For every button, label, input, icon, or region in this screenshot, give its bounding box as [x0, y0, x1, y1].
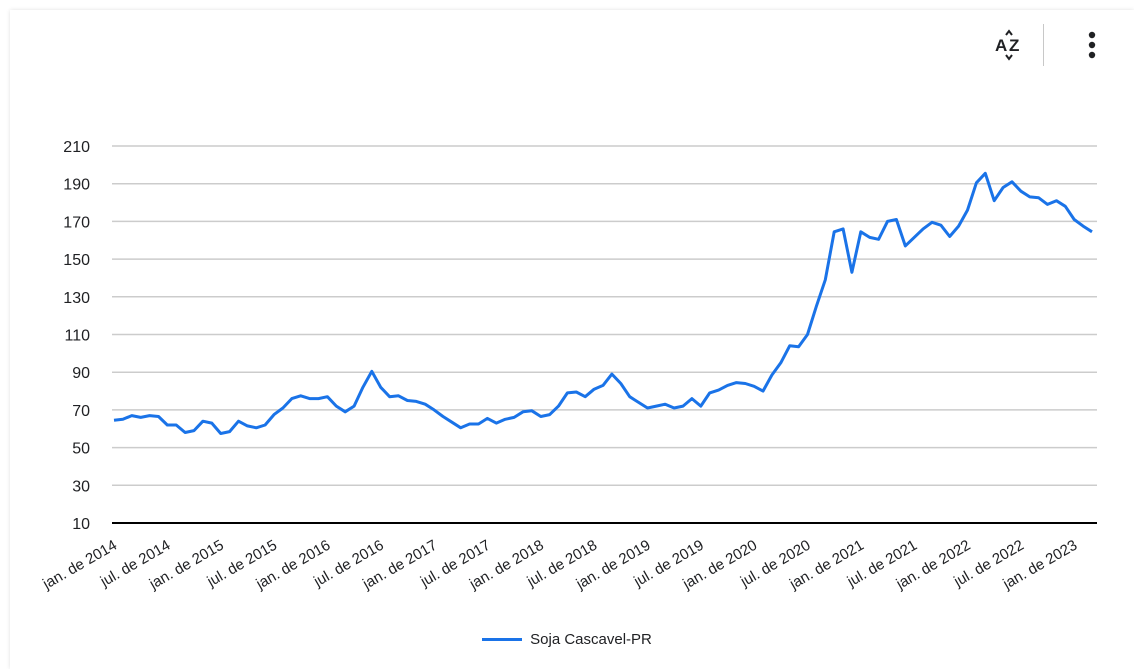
y-axis-tick-labels: 10 30 50 70 90 110 130 150 170 190 210 — [63, 139, 90, 533]
svg-text:Z: Z — [1009, 36, 1019, 55]
y-tick-label: 210 — [63, 139, 90, 156]
svg-text:A: A — [995, 36, 1007, 55]
y-tick-label: 30 — [72, 478, 90, 495]
y-tick-label: 70 — [72, 403, 90, 420]
series-line-soja-cascavel-pr[interactable] — [113, 171, 1093, 435]
y-tick-label: 170 — [63, 214, 90, 231]
toolbar-divider — [1043, 24, 1044, 66]
y-tick-label: 110 — [64, 328, 90, 345]
y-tick-label: 130 — [63, 290, 90, 307]
y-tick-label: 190 — [63, 177, 90, 194]
more-vert-icon[interactable] — [1072, 25, 1112, 65]
y-tick-label: 10 — [72, 516, 90, 533]
chart-card — [10, 10, 1134, 669]
legend[interactable]: Soja Cascavel-PR — [0, 631, 1134, 648]
legend-swatch — [482, 638, 523, 641]
sort-az-icon[interactable]: A Z — [989, 25, 1029, 65]
gridlines — [112, 145, 1097, 487]
legend-label: Soja Cascavel-PR — [530, 631, 652, 648]
y-tick-label: 90 — [72, 365, 90, 382]
y-tick-label: 150 — [63, 252, 90, 269]
y-tick-label: 50 — [72, 441, 90, 458]
series-layer — [113, 171, 1093, 435]
chart-toolbar: A Z — [989, 22, 1112, 68]
